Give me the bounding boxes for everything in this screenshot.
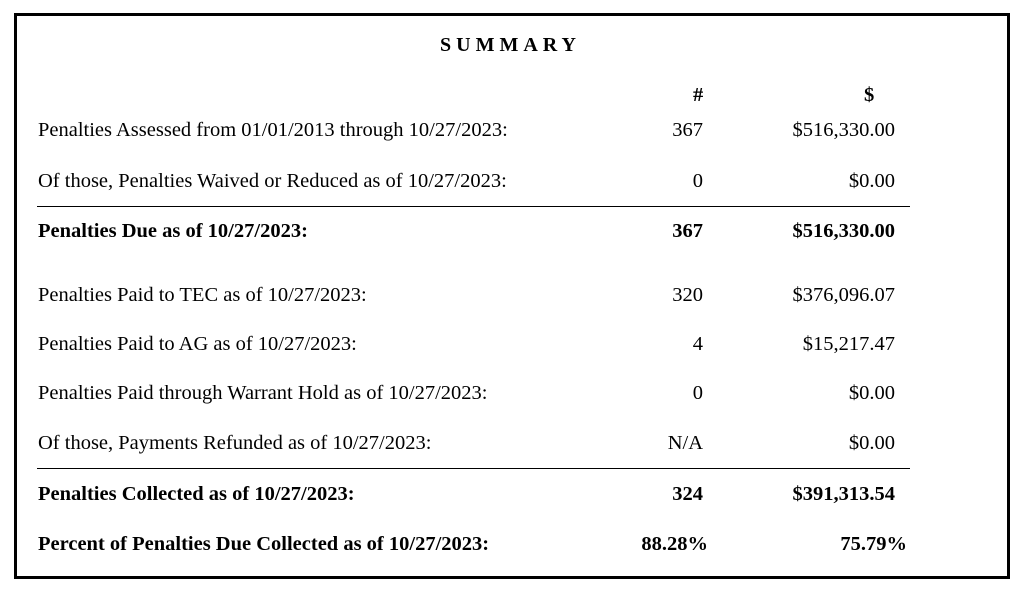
row-label: Percent of Penalties Due Collected as of…: [38, 533, 490, 555]
row-count: N/A: [667, 432, 703, 454]
row-count: 88.28%: [641, 533, 708, 555]
row-amount: $516,330.00: [792, 119, 896, 141]
row-amount: 75.79%: [840, 533, 907, 555]
row-label: Penalties Paid to AG as of 10/27/2023:: [38, 333, 357, 355]
row-amount: $0.00: [848, 432, 895, 454]
divider: [37, 468, 910, 469]
row-label: Penalties Paid through Warrant Hold as o…: [38, 382, 488, 404]
row-amount: $0.00: [848, 170, 895, 192]
row-label: Of those, Penalties Waived or Reduced as…: [38, 170, 507, 192]
row-count: 324: [672, 483, 703, 505]
row-count: 0: [692, 382, 703, 404]
row-label: Penalties Paid to TEC as of 10/27/2023:: [38, 284, 367, 306]
summary-title: SUMMARY: [440, 34, 581, 56]
row-count: 367: [672, 220, 703, 242]
row-amount: $376,096.07: [792, 284, 896, 306]
count-column-header: #: [693, 84, 704, 106]
row-label: Penalties Collected as of 10/27/2023:: [38, 483, 355, 505]
summary-box: [14, 13, 1010, 579]
row-count: 4: [692, 333, 703, 355]
row-count: 367: [672, 119, 703, 141]
row-count: 0: [692, 170, 703, 192]
divider: [37, 206, 910, 207]
row-label: Penalties Assessed from 01/01/2013 throu…: [38, 119, 508, 141]
row-amount: $15,217.47: [802, 333, 895, 355]
row-label: Penalties Due as of 10/27/2023:: [38, 220, 308, 242]
row-amount: $0.00: [848, 382, 895, 404]
row-count: 320: [672, 284, 703, 306]
row-label: Of those, Payments Refunded as of 10/27/…: [38, 432, 432, 454]
row-amount: $391,313.54: [792, 483, 896, 505]
amount-column-header: $: [864, 84, 875, 106]
row-amount: $516,330.00: [792, 220, 896, 242]
